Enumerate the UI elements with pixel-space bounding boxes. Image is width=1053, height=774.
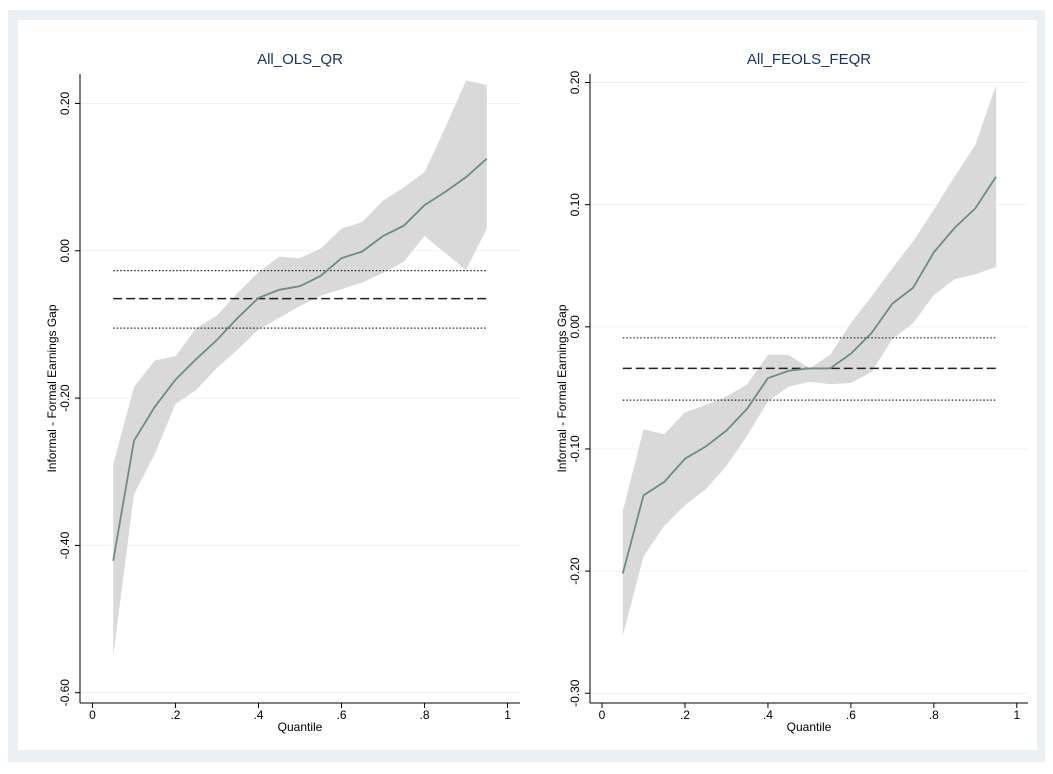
y-tick-label: -0.40 (58, 531, 72, 559)
y-tick-label: 0.20 (58, 91, 72, 115)
chart-title: All_OLS_QR (257, 51, 343, 68)
x-tick-label: .2 (680, 708, 690, 722)
y-tick-label: 0.00 (58, 239, 72, 263)
x-tick-label: .2 (170, 708, 180, 722)
y-tick-label: 0.10 (568, 193, 582, 217)
y-axis-title: Informal - Formal Earnings Gap (45, 304, 59, 472)
y-tick-label: 0.20 (568, 71, 582, 95)
confidence-band (113, 80, 487, 656)
y-tick-label: -0.20 (568, 557, 582, 585)
x-tick-label: 0 (599, 708, 606, 722)
x-tick-label: 1 (504, 708, 511, 722)
chart-title: All_FEOLS_FEQR (747, 51, 871, 68)
y-tick-label: -0.10 (568, 435, 582, 463)
x-tick-label: .8 (929, 708, 939, 722)
x-tick-label: .8 (420, 708, 430, 722)
estimate-line (112, 158, 488, 562)
estimate-line (621, 176, 997, 574)
y-tick-label: 0.00 (568, 315, 582, 339)
y-tick-label: -0.60 (58, 679, 72, 707)
x-tick-label: .6 (846, 708, 856, 722)
x-tick-label: 0 (89, 708, 96, 722)
x-tick-label: 1 (1013, 708, 1020, 722)
x-tick-label: .4 (763, 708, 773, 722)
y-tick-label: -0.20 (58, 384, 72, 412)
y-axis-title: Informal - Formal Earnings Gap (555, 304, 569, 472)
y-tick-label: -0.30 (568, 679, 582, 707)
x-tick-label: .4 (253, 708, 263, 722)
x-axis-title: Quantile (787, 720, 832, 734)
x-axis-title: Quantile (278, 720, 323, 734)
x-tick-label: .6 (337, 708, 347, 722)
